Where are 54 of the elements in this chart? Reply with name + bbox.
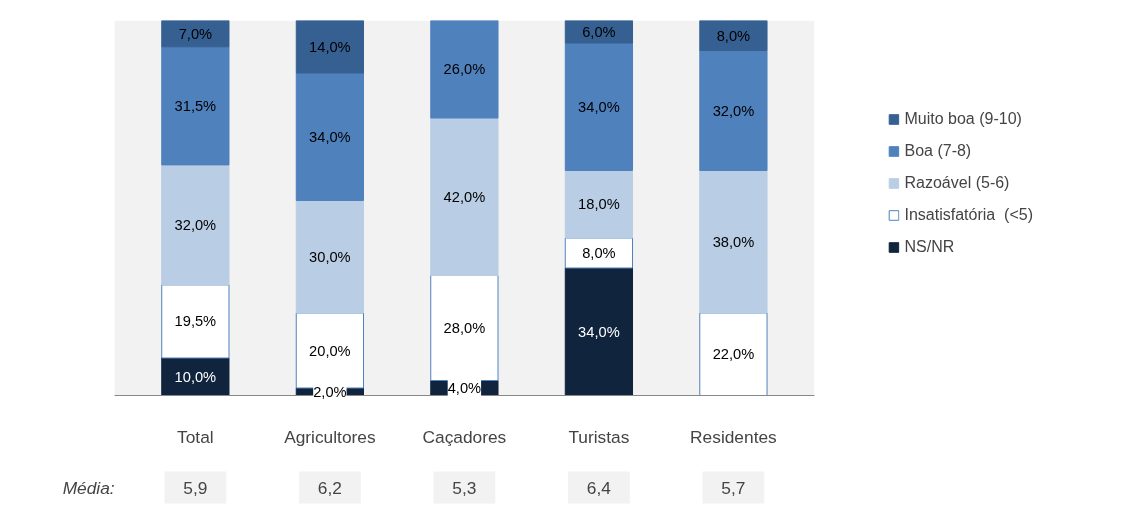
bar [699,170,768,314]
text: 5,7 [721,477,746,498]
x-tick-label: Total [177,426,214,447]
x-tick-label: Caçadores [422,426,507,447]
data-label: 4,0% [447,380,482,396]
data-label: 34,0% [309,128,351,145]
legend-label: Boa (7-8) [904,142,972,160]
data-label: 28,0% [443,320,486,336]
legend-label: NS/NR [904,238,955,256]
legend-label: Insatisfatória (<5) [904,206,1033,224]
data-label: 14,0% [309,38,351,55]
data-label: 22,0% [712,346,755,363]
bar [564,170,634,239]
data-label: 19,5% [174,313,217,330]
text: 5,9 [183,477,208,498]
bar [430,117,499,276]
x-tick-label: Residentes [690,426,778,447]
data-label: 32,0% [174,216,217,233]
data-label: 34,0% [578,323,620,340]
bar [161,164,230,286]
text: 6,2 [317,477,342,498]
bar [699,312,768,396]
data-label: 20,0% [309,342,351,359]
data-label: 34,0% [578,98,620,115]
bar [699,50,768,171]
data-label: 8,0% [582,245,616,261]
data-label: 6,0% [582,23,616,40]
data-label: 42,0% [443,188,486,205]
bar [564,42,634,171]
bar [161,46,230,166]
bar [430,20,499,119]
legend-label: Razoável (5-6) [904,174,1010,192]
x-tick-label: Agricultores [284,426,376,447]
data-label: 26,0% [443,61,486,78]
data-label: 18,0% [578,196,620,213]
bar [295,72,365,201]
text: 5,3 [452,477,477,498]
data-label: 10,0% [174,368,217,385]
bar [295,200,365,314]
bar [295,20,365,74]
data-label: 30,0% [309,248,351,265]
data-label: 31,5% [174,97,217,114]
text: Média: [62,477,115,498]
data-label: 32,0% [712,102,755,119]
legend-label: Muito boa (9-10) [904,110,1022,128]
bar [161,284,230,359]
text: 6,4 [586,477,612,498]
bar [564,267,634,396]
bar [699,20,768,51]
data-label: 7,0% [178,25,213,42]
data-label: 38,0% [712,233,755,250]
data-label: 2,0% [313,383,347,400]
x-tick-label: Turistas [568,426,630,447]
data-label: 8,0% [716,27,751,44]
